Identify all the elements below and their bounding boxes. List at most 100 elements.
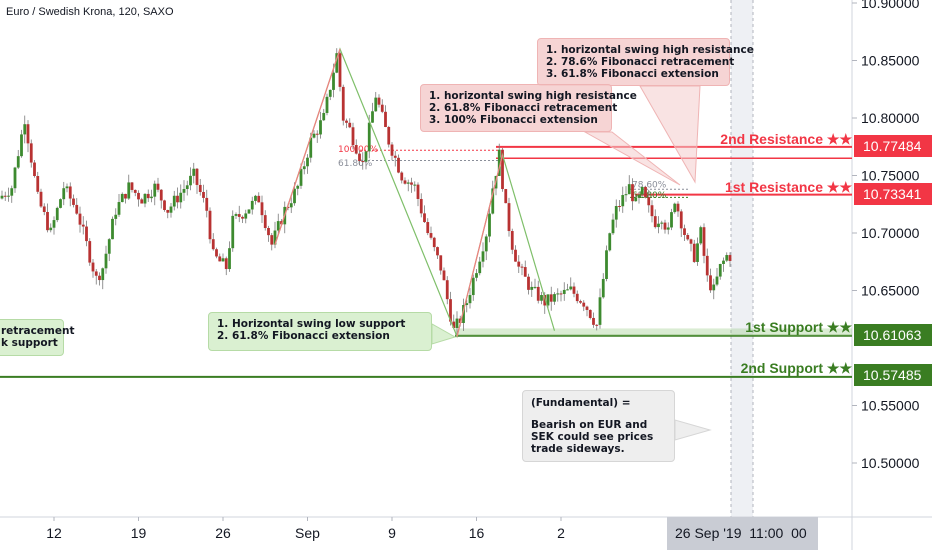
- candle-body: [468, 295, 472, 304]
- candle-body: [75, 204, 79, 214]
- candle-body: [637, 194, 641, 198]
- candle-body: [663, 222, 667, 230]
- note-line: retracement: [1, 325, 75, 337]
- candle-body: [104, 253, 108, 269]
- candle-body: [696, 243, 699, 262]
- candle-body: [644, 186, 647, 198]
- candle-body: [618, 206, 621, 208]
- candle-body: [52, 220, 56, 228]
- candle-body: [653, 216, 657, 228]
- candle-body: [657, 223, 660, 228]
- candle-body: [280, 221, 283, 225]
- candle-body: [605, 250, 608, 279]
- note-line: 1. horizontal swing high resistance: [429, 90, 637, 102]
- candle-body: [530, 286, 534, 290]
- candle-body: [94, 271, 98, 276]
- level-label-1st-support: 1st Support ★★: [745, 319, 852, 335]
- candle-body: [384, 111, 387, 127]
- candle-body: [631, 184, 634, 202]
- candle-body: [647, 197, 651, 206]
- candle-body: [549, 294, 553, 302]
- note-resistance-1[interactable]: 1. horizontal swing high resistance 2. 6…: [420, 84, 637, 132]
- candle-body: [601, 278, 605, 298]
- candle-body: [640, 186, 644, 195]
- candle-body: [114, 214, 118, 219]
- candle-body: [29, 143, 33, 163]
- candle-body: [59, 199, 62, 208]
- candle-body: [176, 195, 179, 203]
- candle-body: [436, 247, 439, 256]
- candle-body: [556, 293, 560, 295]
- candle-body: [120, 193, 124, 203]
- candle-body: [465, 303, 469, 306]
- candle-body: [107, 239, 111, 254]
- note-line: Bearish on EUR and SEK could see prices …: [531, 419, 654, 455]
- candle-body: [296, 185, 300, 189]
- candle-body: [413, 184, 417, 186]
- candle-body: [575, 293, 579, 302]
- note-support-1[interactable]: 1. Horizontal swing low support 2. 61.8%…: [208, 312, 432, 351]
- candle-body: [247, 209, 251, 214]
- note-resistance-2[interactable]: 1. horizontal swing high resistance 2. 7…: [537, 38, 754, 86]
- candle-body: [182, 189, 186, 193]
- candle-body: [579, 301, 582, 303]
- candle-body: [562, 289, 566, 294]
- candle-body: [406, 182, 410, 184]
- candle-body: [517, 261, 521, 267]
- candle-body: [23, 124, 27, 135]
- candle-body: [341, 86, 345, 121]
- candle-body: [715, 276, 719, 285]
- date-text: 26 Sep '19: [675, 525, 742, 541]
- candle-body: [68, 186, 72, 199]
- candle-body: [166, 210, 170, 213]
- note-line: 2. 61.8% Fibonacci extension: [217, 330, 390, 342]
- candle-body: [91, 262, 95, 272]
- support-band: [455, 328, 852, 336]
- candle-body: [254, 195, 257, 201]
- candle-body: [484, 236, 488, 252]
- candle-body: [273, 230, 277, 245]
- candle-body: [709, 275, 712, 291]
- y-tick-label: 10.65000: [861, 283, 920, 299]
- candle-body: [319, 120, 322, 135]
- candle-body: [315, 133, 319, 135]
- candle-body: [72, 198, 75, 205]
- candle-body: [718, 263, 722, 277]
- candle-body: [419, 198, 423, 214]
- candle-body: [449, 299, 452, 322]
- swing-pattern-line: [274, 48, 341, 245]
- candle-body: [432, 237, 436, 248]
- candle-body: [224, 258, 228, 270]
- candle-body: [445, 280, 449, 300]
- candle-body: [250, 200, 254, 210]
- candle-body: [195, 168, 199, 185]
- candle-body: [725, 255, 729, 261]
- candle-body: [241, 216, 244, 219]
- candle-body: [676, 203, 680, 212]
- y-tick-label: 10.75000: [861, 168, 920, 184]
- candle-body: [481, 251, 485, 262]
- x-tick-label: Sep: [295, 525, 320, 541]
- candle-body: [611, 219, 615, 234]
- candle-body: [458, 318, 462, 323]
- candle-body: [455, 318, 459, 328]
- note-left-partial[interactable]: retracement k support: [0, 319, 75, 356]
- candle-body: [49, 227, 53, 231]
- candle-body: [127, 182, 131, 199]
- candle-body: [143, 193, 147, 204]
- candle-body: [88, 241, 92, 263]
- candle-body: [478, 261, 482, 274]
- candle-body: [475, 273, 478, 278]
- candle-body: [702, 227, 706, 256]
- candle-body: [692, 243, 696, 262]
- note-fundamental[interactable]: (Fundamental) = Bearish on EUR and SEK c…: [522, 390, 675, 462]
- candle-body: [426, 222, 430, 234]
- candle-body: [231, 215, 235, 249]
- candle-body: [65, 186, 69, 189]
- candle-body: [536, 286, 540, 301]
- candle-body: [42, 206, 46, 212]
- candle-body: [371, 111, 374, 123]
- candle-body: [348, 122, 352, 128]
- candle-body: [345, 120, 348, 123]
